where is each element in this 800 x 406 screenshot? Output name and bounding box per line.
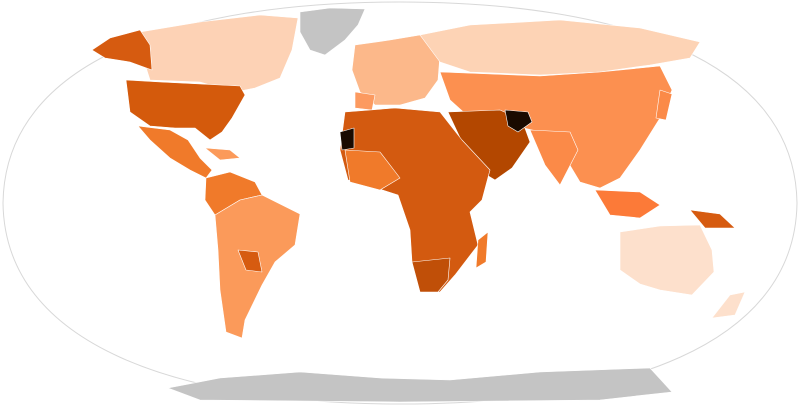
caribbean bbox=[204, 147, 241, 161]
madagascar bbox=[475, 231, 489, 269]
antarctica bbox=[167, 367, 673, 403]
india bbox=[529, 129, 579, 186]
west-africa bbox=[344, 149, 401, 191]
europe bbox=[351, 34, 441, 106]
mexico-central-america bbox=[137, 125, 213, 179]
japan bbox=[655, 89, 673, 121]
western-sahara bbox=[339, 127, 355, 151]
southeast-asia-islands bbox=[594, 189, 661, 219]
greenland bbox=[299, 7, 366, 56]
papua bbox=[689, 209, 736, 229]
iberia bbox=[354, 91, 376, 111]
alaska bbox=[91, 29, 153, 71]
bolivia-paraguay bbox=[237, 249, 263, 273]
canada bbox=[139, 14, 299, 93]
russia bbox=[419, 19, 701, 76]
usa bbox=[125, 79, 246, 141]
afghanistan bbox=[504, 109, 533, 133]
australia bbox=[619, 224, 715, 296]
southern-africa bbox=[411, 257, 451, 293]
new-zealand bbox=[711, 291, 746, 319]
